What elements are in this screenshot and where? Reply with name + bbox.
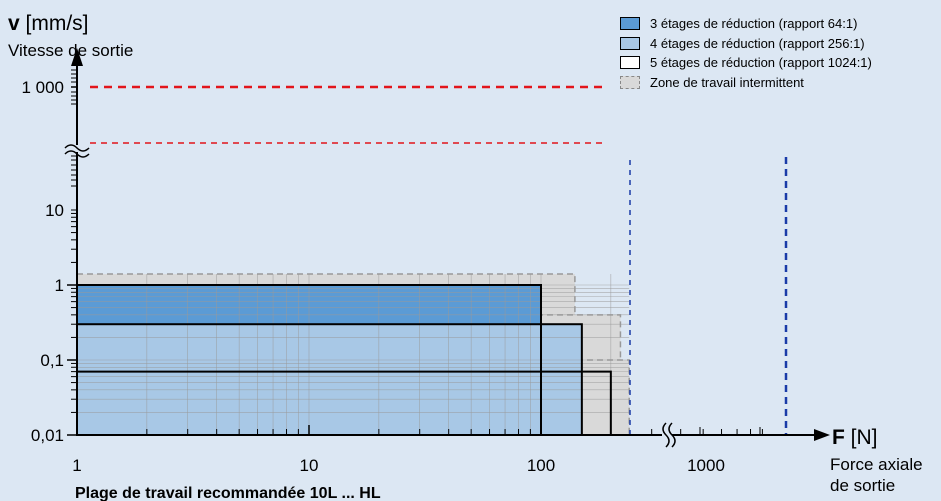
x-axis-break-mark bbox=[662, 422, 670, 448]
legend: 3 étages de réduction (rapport 64:1) 4 é… bbox=[620, 14, 872, 92]
y-axis-break-mark bbox=[64, 144, 90, 152]
x-axis-subtitle-line1: Force axiale bbox=[830, 455, 923, 474]
y-tick-label: 0,1 bbox=[40, 351, 64, 370]
x-tick-label: 1000 bbox=[687, 456, 725, 475]
x-tick-label: 1 bbox=[72, 456, 81, 475]
legend-item: 3 étages de réduction (rapport 64:1) bbox=[620, 14, 872, 34]
axes bbox=[63, 48, 830, 448]
x-axis-subtitle-line2: de sortie bbox=[830, 476, 895, 495]
legend-swatch bbox=[620, 36, 640, 50]
tick-labels: 1 000 10 1 0,1 0,01 1 10 100 1000 bbox=[21, 78, 724, 475]
y-tick-label: 10 bbox=[45, 201, 64, 220]
y-axis-subtitle: Vitesse de sortie bbox=[8, 41, 133, 60]
x-axis-title: F [N] bbox=[832, 426, 878, 449]
legend-label: 4 étages de réduction (rapport 256:1) bbox=[650, 35, 865, 51]
y-axis-arrow bbox=[71, 48, 83, 66]
legend-label: 5 étages de réduction (rapport 1024:1) bbox=[650, 55, 872, 71]
y-tick-label: 1 000 bbox=[21, 78, 64, 97]
legend-label: Zone de travail intermittent bbox=[650, 74, 804, 90]
series-area-1 bbox=[77, 324, 582, 435]
y-tick-label: 1 bbox=[55, 276, 64, 295]
y-tick-label: 0,01 bbox=[31, 426, 64, 445]
legend-swatch bbox=[620, 75, 640, 89]
y-axis-break-mark bbox=[64, 150, 90, 158]
legend-swatch bbox=[620, 56, 640, 70]
x-tick-label: 10 bbox=[300, 456, 319, 475]
y-axis-title: v [mm/s] bbox=[8, 12, 89, 35]
legend-item: 5 étages de réduction (rapport 1024:1) bbox=[620, 53, 872, 73]
footer-caption: Plage de travail recommandée 10L ... HL bbox=[75, 485, 381, 501]
legend-swatch bbox=[620, 17, 640, 31]
legend-item: 4 étages de réduction (rapport 256:1) bbox=[620, 34, 872, 54]
x-axis-break-mark bbox=[668, 422, 676, 448]
x-tick-label: 100 bbox=[527, 456, 555, 475]
x-axis-arrow bbox=[814, 429, 830, 441]
legend-item: Zone de travail intermittent bbox=[620, 73, 872, 93]
legend-label: 3 étages de réduction (rapport 64:1) bbox=[650, 16, 858, 32]
